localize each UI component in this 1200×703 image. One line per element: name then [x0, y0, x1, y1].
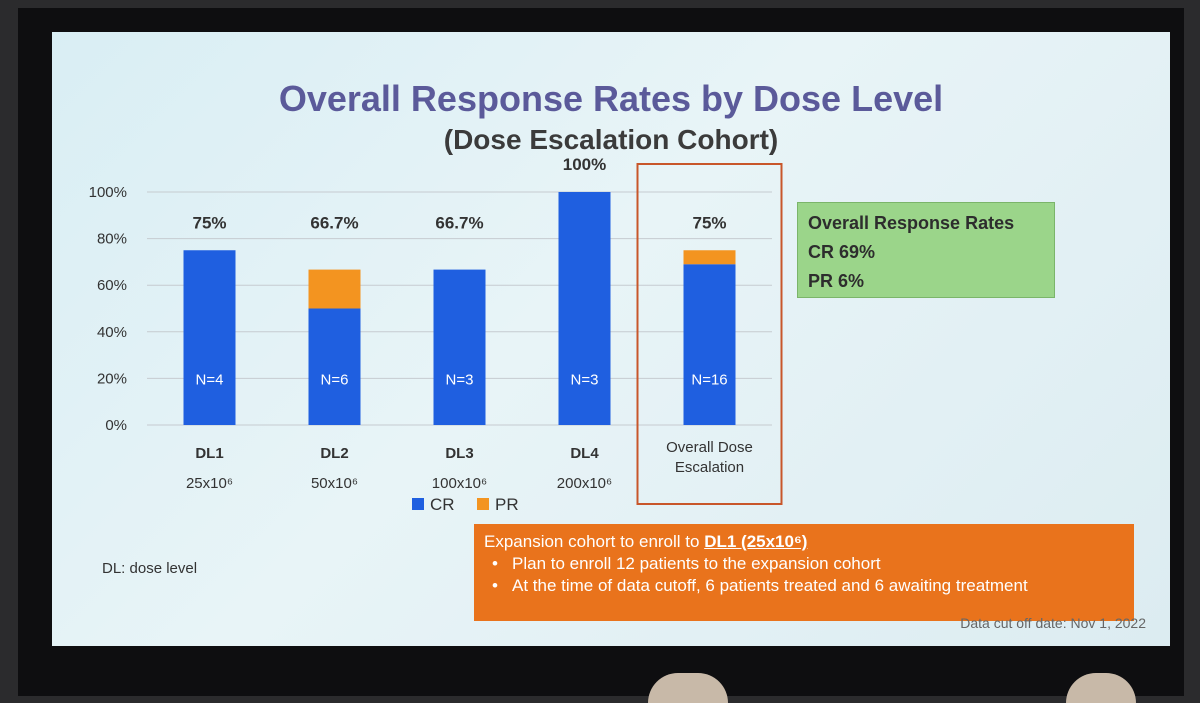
expansion-bullet: • At the time of data cutoff, 6 patients …: [484, 575, 1124, 597]
presentation-slide: Overall Response Rates by Dose Level (Do…: [52, 32, 1170, 646]
y-tick-label: 100%: [89, 184, 127, 201]
bullet-icon: •: [492, 576, 498, 595]
bullet-icon: •: [492, 554, 498, 573]
bar-n-label: N=3: [571, 371, 599, 388]
overall-response-box: Overall Response Rates CR 69% PR 6%: [797, 202, 1055, 298]
category-label: Escalation: [675, 459, 744, 476]
expansion-target: DL1 (25x10⁶): [704, 532, 808, 551]
expansion-bullet: • Plan to enroll 12 patients to the expan…: [484, 553, 1124, 575]
category-label: DL2: [320, 445, 348, 462]
bar-cr: [308, 308, 361, 425]
bar-n-label: N=6: [321, 371, 349, 388]
expansion-cohort-box: Expansion cohort to enroll to DL1 (25x10…: [474, 524, 1134, 621]
category-sublabel: 200x10⁶: [557, 475, 612, 492]
legend-swatch-cr: [412, 498, 424, 510]
dose-level-note: DL: dose level: [102, 560, 198, 577]
bar-cr: [558, 192, 611, 425]
category-sublabel: 50x10⁶: [311, 475, 358, 492]
expansion-bullet-text: Plan to enroll 12 patients to the expans…: [512, 554, 881, 573]
y-tick-label: 80%: [97, 231, 127, 248]
category-label: DL3: [445, 445, 473, 462]
bar-n-label: N=4: [196, 371, 224, 388]
y-tick-label: 20%: [97, 370, 127, 387]
audience-head: [648, 673, 728, 703]
bar-total-label: 75%: [192, 213, 226, 232]
slide-title: Overall Response Rates by Dose Level: [278, 78, 944, 119]
y-tick-label: 0%: [105, 417, 127, 434]
bar-cr: [433, 269, 486, 425]
category-sublabel: 25x10⁶: [186, 475, 233, 492]
expansion-bullet-text: At the time of data cutoff, 6 patients t…: [512, 576, 1028, 595]
bar-pr: [683, 250, 736, 265]
y-tick-label: 40%: [97, 324, 127, 341]
orr-pr: PR 6%: [808, 271, 865, 291]
bar-cr: [683, 264, 736, 425]
bar-total-label: 66.7%: [435, 213, 483, 232]
legend-label: CR: [430, 495, 455, 514]
category-label: Overall Dose: [666, 439, 753, 456]
bar-n-label: N=16: [691, 371, 727, 388]
bar-cr: [183, 250, 236, 425]
slide-subtitle: (Dose Escalation Cohort): [443, 124, 779, 155]
highlight-frame: [636, 163, 783, 505]
bar-n-label: N=3: [446, 371, 474, 388]
data-cutoff-date: Data cut off date: Nov 1, 2022: [960, 615, 1146, 631]
orr-heading: Overall Response Rates: [808, 213, 1015, 233]
category-label: DL1: [195, 445, 223, 462]
bar-total-label: 66.7%: [310, 213, 358, 232]
orr-cr: CR 69%: [808, 242, 876, 262]
category-sublabel: 100x10⁶: [432, 475, 487, 492]
bar-pr: [308, 269, 361, 309]
response-rate-chart: 0% 20% 40% 60% 80% 100% N=4 75% DL1 25x10⁶ N=6 66.7…: [89, 155, 783, 514]
bar-total-label: 75%: [692, 213, 726, 232]
legend-swatch-pr: [477, 498, 489, 510]
bar-total-label: 100%: [563, 155, 606, 174]
expansion-heading: Expansion cohort to enroll to DL1 (25x10…: [484, 531, 1124, 553]
category-label: DL4: [570, 445, 599, 462]
expansion-prefix: Expansion cohort to enroll to: [484, 532, 705, 551]
legend-label: PR: [495, 495, 519, 514]
y-tick-label: 60%: [97, 277, 127, 294]
